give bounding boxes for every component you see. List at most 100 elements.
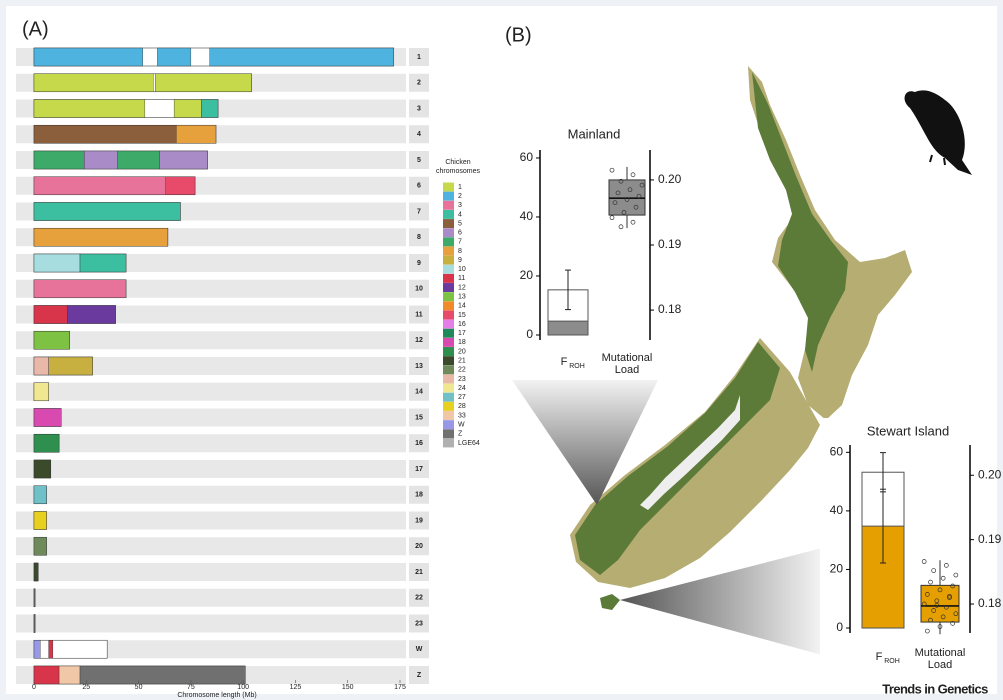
synteny-segment <box>34 357 49 375</box>
synteny-segment <box>34 203 180 221</box>
row-label: 1 <box>417 54 421 61</box>
x-tick-label: 175 <box>394 684 406 691</box>
row-label: 15 <box>415 414 423 421</box>
synteny-segment <box>34 409 61 427</box>
y2-tick-label: 0.20 <box>658 172 682 186</box>
row-label: 18 <box>415 492 423 499</box>
legend-label: 7 <box>458 239 462 246</box>
legend-swatch <box>443 329 454 338</box>
legend-label: 2 <box>458 193 462 200</box>
bar <box>548 321 588 335</box>
legend-label: LGE64 <box>458 440 480 447</box>
legend-swatch <box>443 338 454 347</box>
row-background <box>16 486 406 504</box>
legend-label: 18 <box>458 339 466 346</box>
synteny-segment <box>155 74 251 92</box>
synteny-segment <box>201 100 218 118</box>
row-label: W <box>416 646 423 653</box>
synteny-segment <box>34 537 47 555</box>
figure: (A) (B) Trends in Genetics 1234567891011… <box>0 0 1003 700</box>
chart-title: Stewart Island <box>867 423 949 438</box>
y2-tick-label: 0.20 <box>978 467 1002 481</box>
synteny-segment <box>34 228 168 246</box>
row-label: 20 <box>415 543 423 550</box>
synteny-segment <box>80 254 126 272</box>
box <box>921 585 959 622</box>
x-tick-label: 0 <box>32 684 36 691</box>
panel-label: (B) <box>505 24 532 46</box>
legend-label: 13 <box>458 294 466 301</box>
legend-title: Chicken <box>445 159 470 166</box>
synteny-segment <box>34 383 49 401</box>
synteny-segment <box>80 666 245 684</box>
row-label: 10 <box>415 286 423 293</box>
legend-swatch <box>443 429 454 438</box>
legend-swatch <box>443 265 454 274</box>
y-tick-label: 20 <box>520 268 534 282</box>
legend-label: 22 <box>458 367 466 374</box>
row-background <box>16 537 406 555</box>
synteny-segment <box>118 151 160 169</box>
synteny-segment <box>157 48 190 66</box>
synteny-segment <box>84 151 117 169</box>
legend-swatch <box>443 256 454 265</box>
row-label: 6 <box>417 183 421 190</box>
legend-label: 6 <box>458 230 462 237</box>
synteny-segment <box>34 280 126 298</box>
row-background <box>16 512 406 530</box>
synteny-segment <box>34 460 51 478</box>
y-tick-label: 40 <box>520 209 534 223</box>
legend-label: 15 <box>458 312 466 319</box>
synteny-segment <box>34 306 67 324</box>
legend-label: 27 <box>458 394 466 401</box>
legend-label: 14 <box>458 303 466 310</box>
synteny-segment <box>34 177 166 195</box>
legend-swatch <box>443 347 454 356</box>
panel-label: (A) <box>22 18 49 40</box>
legend-swatch <box>443 365 454 374</box>
row-background <box>16 383 406 401</box>
synteny-segment <box>159 151 207 169</box>
y-tick-label: 60 <box>830 444 844 458</box>
x-tick-label: Mutational <box>602 352 653 364</box>
synteny-segment <box>34 512 47 530</box>
synteny-segment <box>34 563 38 581</box>
legend-title: chromosomes <box>436 168 480 175</box>
legend-swatch <box>443 420 454 429</box>
x-tick-label: 75 <box>187 684 195 691</box>
legend-label: 11 <box>458 275 465 282</box>
y-tick-label: 60 <box>520 150 534 164</box>
legend-swatch <box>443 201 454 210</box>
row-label: 22 <box>415 595 423 602</box>
synteny-segment <box>59 666 80 684</box>
row-label: Z <box>417 672 422 679</box>
row-label: 12 <box>415 337 423 344</box>
legend-label: Z <box>458 431 463 438</box>
legend-label: 5 <box>458 220 462 227</box>
x-tick-label: 50 <box>135 684 143 691</box>
legend-swatch <box>443 183 454 192</box>
synteny-segment <box>166 177 195 195</box>
legend-swatch <box>443 438 454 447</box>
x-tick-label-sub: ROH <box>569 363 585 370</box>
x-tick-label: Load <box>928 659 952 671</box>
row-background <box>16 589 406 607</box>
legend-swatch <box>443 283 454 292</box>
y2-tick-label: 0.19 <box>658 237 682 251</box>
row-background <box>16 434 406 452</box>
x-tick-label: Mutational <box>915 647 966 659</box>
row-label: 19 <box>415 517 423 524</box>
legend-label: 24 <box>458 385 466 392</box>
legend-label: 16 <box>458 321 466 328</box>
legend-swatch <box>443 411 454 420</box>
synteny-segment <box>34 254 80 272</box>
row-label: 16 <box>415 440 423 447</box>
legend-swatch <box>443 402 454 411</box>
x-tick-label: 100 <box>237 684 249 691</box>
synteny-segment <box>34 331 70 349</box>
legend-swatch <box>443 210 454 219</box>
x-tick-label: F <box>561 356 568 368</box>
synteny-segment <box>34 434 59 452</box>
legend-swatch <box>443 310 454 319</box>
row-label: 21 <box>415 569 423 576</box>
